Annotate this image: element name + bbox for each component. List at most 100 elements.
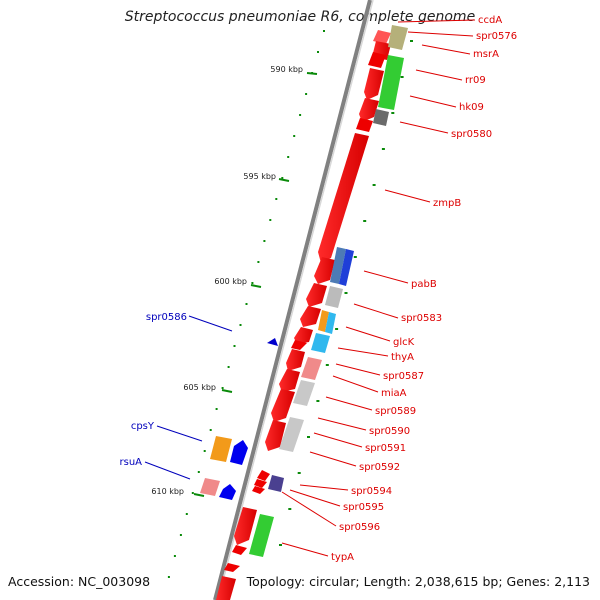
- reverse-cds-track: [216, 30, 391, 600]
- feature-label-ccdA[interactable]: ccdA: [478, 15, 502, 26]
- feature-label-cpsY[interactable]: cpsY: [131, 421, 155, 432]
- scale-dot: [197, 471, 200, 473]
- category-box: [325, 312, 336, 334]
- category-box: [279, 417, 304, 452]
- category-box: [388, 25, 408, 50]
- category-box: [318, 310, 329, 332]
- feature-label-thyA[interactable]: thyA: [391, 352, 414, 363]
- leader-lines: [281, 19, 476, 557]
- cds-arrow[interactable]: [257, 470, 270, 481]
- scale-label-600: 600 kbp: [214, 277, 247, 286]
- feature-label-msrA[interactable]: msrA: [473, 49, 499, 60]
- cds-arrow-rsuA[interactable]: [219, 484, 236, 500]
- cds-arrow[interactable]: [306, 283, 327, 307]
- feature-label-rr09[interactable]: rr09: [465, 75, 486, 86]
- feature-label-spr0592[interactable]: spr0592: [359, 462, 400, 473]
- feature-label-spr0583[interactable]: spr0583: [401, 313, 442, 324]
- scale-dot: [209, 429, 212, 431]
- track-dot: [400, 76, 404, 78]
- cds-arrow-spr0586[interactable]: [267, 338, 278, 346]
- scale-dot: [323, 30, 325, 32]
- feature-label-spr0586[interactable]: spr0586: [146, 312, 187, 323]
- feature-label-spr0576[interactable]: spr0576: [476, 31, 517, 42]
- track-dot: [307, 436, 310, 438]
- scale-dot: [215, 408, 218, 410]
- cds-arrow[interactable]: [232, 545, 247, 555]
- scale-dot: [251, 282, 254, 284]
- reverse-labels: ccdA spr0576 msrA rr09 hk09 spr0580 zmpB…: [331, 15, 517, 563]
- scale-dot: [269, 219, 272, 221]
- cds-arrow[interactable]: [364, 68, 384, 100]
- cds-arrow[interactable]: [216, 576, 236, 600]
- map-title: Streptococcus pneumoniae R6, complete ge…: [124, 9, 476, 25]
- cds-arrow[interactable]: [271, 389, 295, 422]
- feature-label-spr0595[interactable]: spr0595: [343, 502, 384, 513]
- cds-arrow[interactable]: [279, 369, 300, 392]
- feature-label-spr0589[interactable]: spr0589: [375, 406, 416, 417]
- scale-dot: [263, 240, 266, 242]
- scale-dot: [233, 345, 236, 347]
- track-dot: [372, 184, 376, 186]
- feature-label-pabB[interactable]: pabB: [411, 279, 437, 290]
- feature-label-hk09[interactable]: hk09: [459, 102, 484, 113]
- cds-arrow[interactable]: [373, 30, 391, 44]
- genome-backbone: [213, 0, 372, 600]
- scale-dot: [227, 366, 230, 368]
- track-dot: [316, 400, 320, 402]
- cds-arrow[interactable]: [300, 306, 321, 327]
- category-box: [378, 55, 404, 110]
- category-box: [373, 109, 389, 126]
- cds-arrow[interactable]: [254, 479, 267, 488]
- cds-arrow-zmpB[interactable]: [318, 133, 369, 263]
- feature-label-zmpB[interactable]: zmpB: [433, 198, 461, 209]
- cds-arrow[interactable]: [291, 340, 307, 350]
- scale-dot: [305, 93, 308, 95]
- category-box: [339, 249, 354, 286]
- track-dot: [325, 364, 329, 366]
- scale-dot: [203, 450, 206, 452]
- category-box: [311, 333, 330, 353]
- cds-arrow-cpsY[interactable]: [230, 440, 248, 465]
- cds-arrow[interactable]: [356, 118, 373, 132]
- cds-arrow[interactable]: [294, 327, 313, 344]
- feature-label-spr0596[interactable]: spr0596: [339, 522, 380, 533]
- feature-label-typA[interactable]: typA: [331, 552, 354, 563]
- scale-dot: [317, 51, 319, 53]
- feature-label-rsuA[interactable]: rsuA: [120, 457, 143, 468]
- feature-label-miaA[interactable]: miaA: [381, 388, 407, 399]
- scale-labels: 590 kbp 595 kbp 600 kbp 605 kbp 610 kbp: [151, 65, 303, 496]
- cds-arrow[interactable]: [368, 52, 386, 68]
- track-dot: [353, 256, 357, 258]
- scale-dot: [275, 198, 278, 200]
- genome-summary-text: Topology: circular; Length: 2,038,615 bp…: [246, 574, 590, 589]
- scale-dot: [239, 324, 242, 326]
- feature-label-spr0594[interactable]: spr0594: [351, 486, 392, 497]
- cds-arrow[interactable]: [314, 257, 335, 284]
- track-dot: [344, 292, 348, 294]
- scale-tick: [250, 284, 262, 288]
- track-dot: [297, 472, 301, 474]
- category-box: [293, 380, 315, 406]
- category-box: [301, 357, 322, 380]
- scale-dot: [245, 303, 248, 305]
- scale-tick: [193, 493, 205, 497]
- feature-label-glcK[interactable]: glcK: [393, 337, 415, 348]
- feature-label-spr0591[interactable]: spr0591: [365, 443, 406, 454]
- scale-dot: [257, 261, 260, 263]
- track-dot: [363, 220, 367, 222]
- scale-dot: [179, 534, 182, 536]
- scale-dot: [281, 177, 284, 179]
- cds-arrow[interactable]: [286, 349, 305, 371]
- cds-arrow[interactable]: [265, 420, 286, 451]
- cds-arrow[interactable]: [252, 486, 265, 494]
- scale-tick: [221, 389, 233, 393]
- feature-label-spr0580[interactable]: spr0580: [451, 129, 492, 140]
- track-dot: [410, 40, 413, 42]
- feature-label-spr0587[interactable]: spr0587: [383, 371, 424, 382]
- feature-label-spr0590[interactable]: spr0590: [369, 426, 410, 437]
- cds-arrow[interactable]: [234, 507, 257, 545]
- track-dot: [288, 508, 292, 510]
- cds-arrow[interactable]: [359, 98, 379, 122]
- scale-dot: [185, 513, 188, 515]
- cds-arrow[interactable]: [224, 563, 240, 572]
